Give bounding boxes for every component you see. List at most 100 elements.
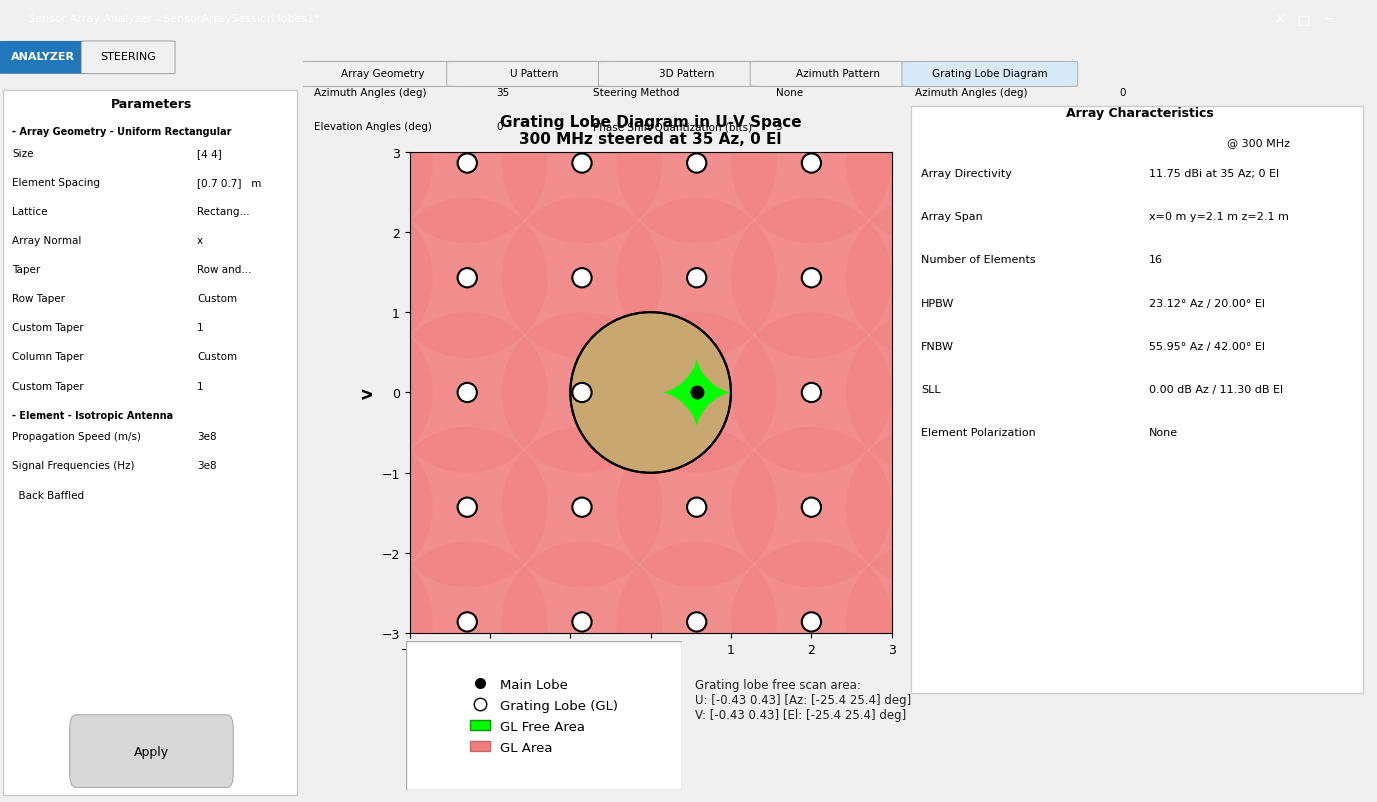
Circle shape xyxy=(731,198,892,358)
Circle shape xyxy=(1190,313,1351,473)
Circle shape xyxy=(1075,771,1237,802)
Circle shape xyxy=(157,542,318,703)
Circle shape xyxy=(731,0,892,15)
Circle shape xyxy=(845,0,1007,15)
Circle shape xyxy=(845,198,1007,358)
Text: ✕: ✕ xyxy=(1274,13,1285,26)
Circle shape xyxy=(43,542,204,703)
Text: Grating lobe free scan area:
U: [-0.43 0.43] [Az: [-25.4 25.4] deg]
V: [-0.43 0.: Grating lobe free scan area: U: [-0.43 0… xyxy=(695,678,912,721)
Text: Elevation Angles (deg): Elevation Angles (deg) xyxy=(916,123,1033,132)
Circle shape xyxy=(273,542,432,703)
Text: Custom Taper: Custom Taper xyxy=(12,381,84,391)
Circle shape xyxy=(1190,427,1351,588)
Circle shape xyxy=(387,427,548,588)
Circle shape xyxy=(573,498,592,517)
Circle shape xyxy=(617,0,777,129)
Circle shape xyxy=(961,771,1121,802)
Circle shape xyxy=(961,542,1121,703)
Circle shape xyxy=(157,0,318,15)
Circle shape xyxy=(1190,198,1351,358)
Circle shape xyxy=(801,498,821,517)
Text: Azimuth Pattern: Azimuth Pattern xyxy=(796,69,880,79)
Text: Parameters: Parameters xyxy=(110,98,193,111)
Circle shape xyxy=(801,269,821,288)
Text: 11.75 dBi at 35 Az; 0 El: 11.75 dBi at 35 Az; 0 El xyxy=(1148,168,1279,179)
Circle shape xyxy=(387,657,548,802)
Text: 3e8: 3e8 xyxy=(197,461,216,471)
FancyBboxPatch shape xyxy=(912,107,1363,694)
Text: 1: 1 xyxy=(197,381,204,391)
Circle shape xyxy=(387,0,548,129)
Text: Column Taper: Column Taper xyxy=(12,352,84,362)
Circle shape xyxy=(43,83,204,244)
Text: Array Characteristics: Array Characteristics xyxy=(1066,107,1213,119)
Circle shape xyxy=(273,0,432,15)
FancyBboxPatch shape xyxy=(599,63,774,87)
Text: 23.12° Az / 20.00° El: 23.12° Az / 20.00° El xyxy=(1148,298,1265,308)
Text: 35: 35 xyxy=(496,88,509,98)
Text: [0.7 0.7]   m: [0.7 0.7] m xyxy=(197,178,262,188)
Circle shape xyxy=(573,383,592,403)
Circle shape xyxy=(273,427,432,588)
Circle shape xyxy=(731,657,892,802)
Circle shape xyxy=(501,542,662,703)
Circle shape xyxy=(961,0,1121,15)
Circle shape xyxy=(43,198,204,358)
Circle shape xyxy=(1075,198,1237,358)
Circle shape xyxy=(387,198,548,358)
Text: Size: Size xyxy=(12,148,33,159)
Circle shape xyxy=(1190,542,1351,703)
Text: 3D Pattern: 3D Pattern xyxy=(658,69,715,79)
Circle shape xyxy=(501,0,662,15)
Circle shape xyxy=(570,313,731,473)
Text: None: None xyxy=(1148,428,1179,438)
Circle shape xyxy=(617,83,777,244)
Text: ANALYZER: ANALYZER xyxy=(11,52,74,63)
Circle shape xyxy=(731,771,892,802)
Circle shape xyxy=(1190,83,1351,244)
Circle shape xyxy=(43,771,204,802)
Y-axis label: V: V xyxy=(362,387,376,399)
Circle shape xyxy=(387,771,548,802)
Text: Row and...: Row and... xyxy=(197,265,252,275)
Text: None: None xyxy=(775,88,803,98)
Circle shape xyxy=(457,154,476,173)
Circle shape xyxy=(273,657,432,802)
Text: HPBW: HPBW xyxy=(921,298,954,308)
Circle shape xyxy=(687,498,706,517)
Text: x: x xyxy=(197,236,202,246)
Circle shape xyxy=(43,657,204,802)
Circle shape xyxy=(1075,0,1237,15)
Text: □: □ xyxy=(1299,13,1310,26)
Circle shape xyxy=(501,771,662,802)
Text: Sensor Array Analyzer - SensorArraySession.lobes1*: Sensor Array Analyzer - SensorArraySessi… xyxy=(28,14,319,24)
Circle shape xyxy=(961,657,1121,802)
Circle shape xyxy=(1190,0,1351,129)
Text: Row Taper: Row Taper xyxy=(12,294,65,304)
Text: Array Span: Array Span xyxy=(921,212,983,221)
Circle shape xyxy=(961,198,1121,358)
Circle shape xyxy=(1190,771,1351,802)
Circle shape xyxy=(573,154,592,173)
Circle shape xyxy=(501,198,662,358)
Circle shape xyxy=(961,313,1121,473)
Circle shape xyxy=(617,657,777,802)
Text: Grating Lobe Diagram: Grating Lobe Diagram xyxy=(932,69,1048,79)
Text: Phase Shift Quantization (bits): Phase Shift Quantization (bits) xyxy=(593,123,752,132)
Circle shape xyxy=(501,657,662,802)
Circle shape xyxy=(501,83,662,244)
Circle shape xyxy=(731,313,892,473)
Circle shape xyxy=(845,0,1007,129)
Circle shape xyxy=(457,269,476,288)
Legend: Main Lobe, Grating Lobe (GL), GL Free Area, GL Area: Main Lobe, Grating Lobe (GL), GL Free Ar… xyxy=(464,673,624,759)
Text: 3: 3 xyxy=(775,123,782,132)
Circle shape xyxy=(731,0,892,129)
Text: Custom Taper: Custom Taper xyxy=(12,323,84,333)
Text: 1: 1 xyxy=(197,323,204,333)
FancyBboxPatch shape xyxy=(0,42,90,75)
Circle shape xyxy=(1075,83,1237,244)
Title: Grating Lobe Diagram in U-V Space
300 MHz steered at 35 Az, 0 El: Grating Lobe Diagram in U-V Space 300 MH… xyxy=(500,115,801,147)
Text: 0: 0 xyxy=(1120,88,1126,98)
Circle shape xyxy=(501,313,662,473)
Circle shape xyxy=(617,542,777,703)
